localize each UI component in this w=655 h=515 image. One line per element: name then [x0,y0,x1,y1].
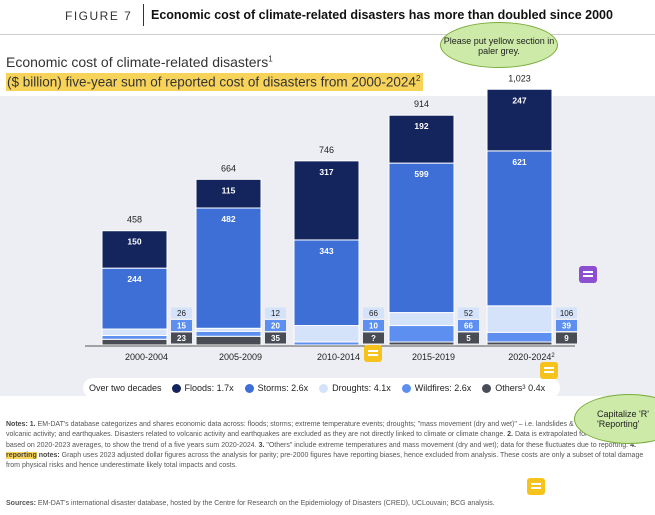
bar-segment-wildfires [195,330,262,337]
legend-item-others: Others 3 0.4x [480,383,545,393]
legend-item-storms: Storms: 2.6x [243,383,308,393]
bar-segment-droughts [293,325,360,343]
chart-title: Economic cost of climate-related disaste… [6,54,273,70]
chart-legend: Over two decades Floods: 1.7x Storms: 2.… [83,378,561,398]
bar-segment-others [101,338,168,346]
bar-total-label: 664 [221,163,236,173]
bar-segment-storms [195,207,262,329]
bar-segment-droughts [101,328,168,337]
comment-icon[interactable] [364,345,382,362]
bar-label-floods: 192 [414,121,428,131]
bar-label-floods: 150 [127,237,141,247]
small-series-box-others [171,332,192,344]
bar-segment-others [195,335,262,346]
bar-segment-storms [101,267,168,330]
bar-segment-floods [293,160,360,241]
bar-label-storms: 343 [319,246,333,256]
small-series-label-droughts: 106 [560,309,574,318]
legend-item-floods: Floods: 1.7x [170,383,234,393]
bar-total-label: 1,023 [508,73,531,83]
small-series-box-droughts [171,307,192,319]
small-series-box-wildfires [363,320,384,331]
small-series-label-others: ? [371,334,376,343]
small-series-label-wildfires: 20 [271,322,280,331]
figure-title: Economic cost of climate-related disaste… [151,8,613,22]
small-series-box-wildfires [458,320,479,331]
x-tick-label: 2015-2019 [412,352,455,362]
bar-segment-floods [486,88,553,152]
small-series-box-wildfires [556,320,577,331]
bar-segment-wildfires [101,335,168,340]
comment-bubble-capitalize[interactable]: Capitalize 'R' 'Reporting' [574,394,655,444]
legend-swatch-others [482,383,492,393]
bar-segment-droughts [388,312,455,327]
x-tick-label: 2005-2009 [219,352,262,362]
bar-total-label: 746 [319,145,334,155]
small-series-label-wildfires: 66 [464,322,473,331]
chart-sources: Sources: EM-DAT's international disaster… [6,500,495,507]
chart-subtitle: ($ billion) five-year sum of reported co… [6,73,424,91]
small-series-box-droughts [363,307,384,319]
small-series-box-others [265,332,286,344]
legend-swatch-wildfires [401,383,411,393]
chart-notes: Notes: 1. EM-DAT's database categorizes … [6,421,644,470]
bar-segment-floods [388,114,455,164]
bar-label-storms: 599 [414,169,428,179]
bar-segment-storms [486,150,553,307]
bar-total-label: 458 [127,215,142,225]
small-series-label-wildfires: 15 [177,322,186,331]
highlighted-word[interactable]: reporting [6,451,37,459]
small-series-box-others [458,332,479,344]
bar-segment-droughts [486,305,553,333]
small-series-box-droughts [265,307,286,319]
header-rule [0,34,655,35]
bar-total-label: 914 [414,99,429,109]
bar-label-floods: 317 [319,167,333,177]
header-divider [143,4,144,26]
comment-icon[interactable] [579,266,597,283]
small-series-label-droughts: 12 [271,309,280,318]
small-series-box-others [556,332,577,344]
small-series-label-others: 9 [564,334,569,343]
x-tick-label: 2010-2014 [317,352,360,362]
small-series-box-wildfires [265,320,286,331]
comment-icon[interactable] [527,478,545,495]
x-tick-label: 2020-20242 [508,352,555,362]
figure-label: FIGURE 7 [65,9,133,23]
small-series-label-wildfires: 10 [369,322,378,331]
small-series-label-wildfires: 39 [562,322,571,331]
comment-bubble-grey[interactable]: Please put yellow section in paler grey. [440,22,558,68]
small-series-box-droughts [458,307,479,319]
x-tick-label: 2000-2004 [125,352,168,362]
bar-segment-floods [101,230,168,269]
small-series-label-others: 23 [177,334,186,343]
legend-swatch-floods [171,383,181,393]
bar-segment-wildfires [388,325,455,343]
bar-label-storms: 621 [512,157,526,167]
legend-swatch-droughts [319,383,329,393]
small-series-box-droughts [556,307,577,319]
comment-icon[interactable] [540,362,558,379]
bar-segment-storms [293,239,360,327]
bar-label-storms: 244 [127,274,141,284]
small-series-label-droughts: 26 [177,309,186,318]
legend-swatch-storms [244,383,254,393]
small-series-label-others: 35 [271,334,280,343]
small-series-box-wildfires [171,320,192,331]
bar-segment-wildfires [486,331,553,343]
small-series-label-droughts: 52 [464,309,473,318]
bar-label-floods: 115 [222,185,236,195]
bar-label-storms: 482 [221,214,235,224]
figure-header: FIGURE 7 Economic cost of climate-relate… [0,0,655,34]
legend-lead: Over two decades [89,383,162,393]
small-series-label-droughts: 66 [369,309,378,318]
legend-item-wildfires: Wildfires: 2.6x [400,383,471,393]
legend-item-droughts: Droughts: 4.1x [317,383,391,393]
bar-segment-storms [388,162,455,314]
bar-label-floods: 247 [512,95,526,105]
small-series-label-others: 5 [466,334,471,343]
bar-segment-floods [195,178,262,209]
small-series-box-others [363,332,384,344]
